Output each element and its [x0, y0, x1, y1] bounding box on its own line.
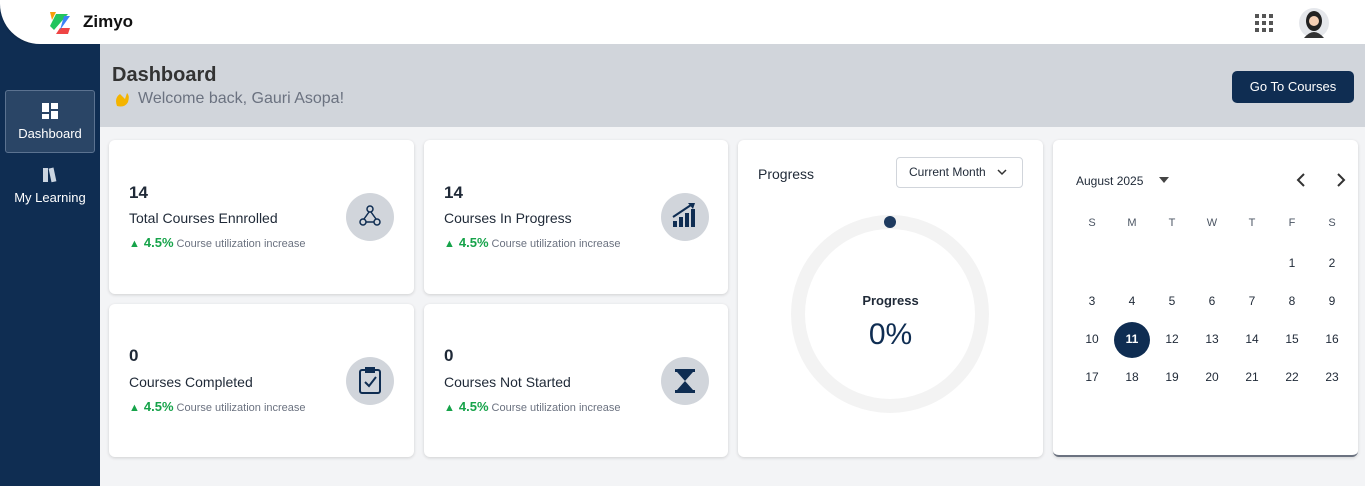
stat-value: 0 — [129, 346, 139, 365]
nav-dashboard[interactable]: Dashboard — [5, 90, 95, 153]
day[interactable]: 12 — [1165, 332, 1179, 346]
nav-my-learning[interactable]: My Learning — [5, 155, 95, 218]
day[interactable]: 18 — [1125, 370, 1139, 384]
wave-icon — [116, 93, 129, 107]
stat-change: ▲ 4.5% Course utilization increase — [444, 399, 621, 414]
stat-change: ▲ 4.5% Course utilization increase — [129, 399, 306, 414]
stat-icon — [661, 357, 709, 405]
page-title: Dashboard — [112, 64, 217, 86]
center-label: Progress — [862, 293, 919, 308]
stat-label: Courses In Progress — [444, 210, 572, 226]
change-note: Course utilization increase — [176, 402, 306, 414]
day[interactable]: 7 — [1248, 294, 1256, 308]
weekday: W — [1206, 217, 1218, 229]
month-caret[interactable] — [1159, 176, 1169, 184]
change-note: Course utilization increase — [491, 238, 621, 250]
stat-label: Total Courses Ennrolled — [129, 210, 278, 226]
nav-label: Dashboard — [18, 126, 82, 141]
day[interactable]: 19 — [1165, 370, 1179, 384]
progress-ring — [791, 215, 989, 413]
banner — [100, 44, 1365, 127]
change-value: 4.5% — [458, 399, 489, 414]
stat-value: 0 — [444, 346, 454, 365]
day[interactable]: 5 — [1168, 294, 1176, 308]
change-value: 4.5% — [458, 235, 489, 250]
calendar-month[interactable]: August 2025 — [1076, 174, 1144, 188]
progress-card: Progress Current Month Progress 0% — [738, 140, 1043, 457]
day[interactable]: 2 — [1328, 256, 1336, 270]
day[interactable]: 23 — [1325, 370, 1339, 384]
change-note: Course utilization increase — [491, 402, 621, 414]
change-note: Course utilization increase — [176, 238, 306, 250]
day[interactable]: 3 — [1088, 294, 1096, 308]
day[interactable]: 21 — [1245, 370, 1259, 384]
apps-icon[interactable] — [1255, 14, 1273, 32]
go-to-courses-button[interactable]: Go To Courses — [1232, 71, 1354, 103]
day[interactable]: 20 — [1205, 370, 1219, 384]
period-dropdown[interactable]: Current Month — [896, 157, 1023, 188]
stat-card: 0 Courses Completed ▲ 4.5% Course utilizat… — [109, 304, 414, 457]
nav-icon — [42, 103, 58, 119]
stat-icon — [661, 193, 709, 241]
dropdown-label: Current Month — [909, 165, 986, 179]
day[interactable]: 13 — [1205, 332, 1219, 346]
brand[interactable]: Zimyo — [83, 12, 134, 31]
nav-label: My Learning — [14, 190, 86, 205]
day[interactable]: 16 — [1325, 332, 1339, 346]
stat-change: ▲ 4.5% Course utilization increase — [129, 235, 306, 250]
day[interactable]: 9 — [1328, 294, 1336, 308]
chevron — [997, 169, 1007, 176]
weekday: T — [1168, 217, 1176, 229]
greeting: Welcome back, Gauri Asopa! — [138, 90, 345, 107]
day[interactable]: 6 — [1208, 294, 1216, 308]
prev-month[interactable] — [1295, 173, 1307, 187]
stat-label: Courses Completed — [129, 374, 253, 390]
stat-change: ▲ 4.5% Course utilization increase — [444, 235, 621, 250]
calendar-card: August 2025 S M T W T F S 1 2 3 4 5 6 7 8 9 10 11 12 13 14 15… — [1053, 140, 1358, 457]
change-value: 4.5% — [143, 399, 174, 414]
day[interactable]: 4 — [1128, 294, 1136, 308]
stat-value: 14 — [444, 183, 463, 202]
stat-label: Courses Not Started — [444, 374, 571, 390]
stat-icon — [346, 357, 394, 405]
day[interactable]: 14 — [1245, 332, 1259, 346]
weekday: S — [1328, 217, 1336, 229]
day[interactable]: 15 — [1285, 332, 1299, 346]
stat-card: 0 Courses Not Started ▲ 4.5% Course utiliz… — [424, 304, 728, 457]
header — [0, 0, 1365, 44]
day[interactable]: 8 — [1288, 294, 1296, 308]
stat-card: 14 Courses In Progress ▲ 4.5% Course utili… — [424, 140, 728, 294]
change-value: 4.5% — [143, 235, 174, 250]
avatar[interactable] — [1299, 8, 1329, 38]
stat-card: 14 Total Courses Ennrolled ▲ 4.5% Course u… — [109, 140, 414, 294]
center-value: 0% — [868, 318, 913, 351]
weekday: F — [1288, 217, 1296, 229]
selected-day[interactable]: 11 — [1125, 332, 1139, 346]
day[interactable]: 1 — [1288, 256, 1296, 270]
logo — [50, 12, 70, 34]
day[interactable]: 10 — [1085, 332, 1099, 346]
next-month[interactable] — [1335, 173, 1347, 187]
selected-day-bg — [1114, 322, 1150, 358]
day[interactable]: 17 — [1085, 370, 1099, 384]
stat-value: 14 — [129, 183, 148, 202]
weekday: M — [1127, 217, 1137, 229]
day[interactable]: 22 — [1285, 370, 1299, 384]
weekday: S — [1088, 217, 1096, 229]
progress-title: Progress — [758, 166, 815, 182]
stat-icon — [346, 193, 394, 241]
nav-icon — [43, 167, 57, 183]
weekday: T — [1248, 217, 1256, 229]
